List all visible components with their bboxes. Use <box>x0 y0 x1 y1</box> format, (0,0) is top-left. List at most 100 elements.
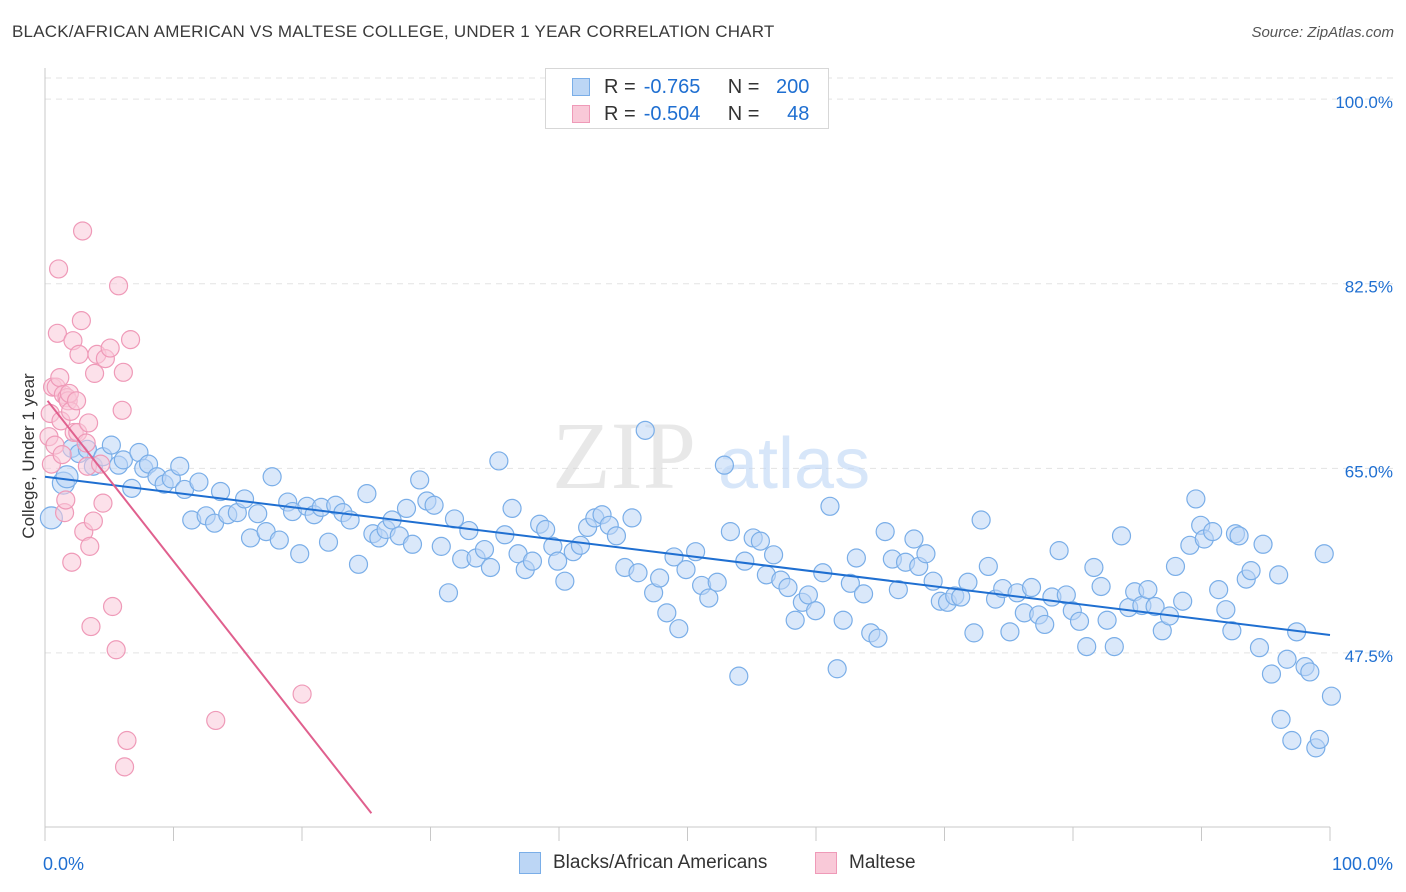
point-blacks <box>1249 638 1270 658</box>
series-label-maltese: Maltese <box>849 852 916 873</box>
legend-n-value: 48 <box>787 102 810 125</box>
point-maltese <box>100 338 120 358</box>
point-blacks <box>396 498 417 519</box>
point-blacks <box>676 559 696 580</box>
point-maltese <box>48 259 69 279</box>
point-blacks <box>827 659 847 679</box>
point-maltese <box>80 536 100 556</box>
legend-r-value: -0.765 <box>643 75 701 98</box>
point-blacks <box>234 489 255 509</box>
point-blacks <box>522 551 543 571</box>
point-maltese <box>52 445 72 465</box>
point-maltese <box>62 552 82 572</box>
point-blacks <box>1173 591 1193 611</box>
point-maltese <box>113 362 133 382</box>
point-maltese <box>47 323 67 343</box>
series-swatch-pink <box>815 852 837 874</box>
point-maltese <box>102 596 123 617</box>
point-blacks <box>964 623 984 643</box>
point-blacks <box>248 504 268 524</box>
point-blacks <box>189 472 209 492</box>
point-blacks <box>113 450 133 470</box>
point-blacks <box>714 455 735 475</box>
point-blacks <box>170 456 190 476</box>
point-blacks <box>778 577 798 598</box>
y-tick-label: 65.0% <box>1345 462 1393 481</box>
watermark-zip: ZIP <box>552 402 696 509</box>
y-tick-label: 100.0% <box>1335 93 1393 112</box>
point-blacks <box>1253 534 1273 554</box>
point-maltese <box>69 344 89 364</box>
point-blacks <box>1021 577 1042 598</box>
point-blacks <box>820 496 840 516</box>
series-swatch-blue <box>519 852 541 874</box>
correlation-legend: R = -0.765 N = 200 R = -0.504 N = 48 <box>545 68 829 129</box>
point-blacks <box>1000 622 1020 642</box>
point-blacks <box>348 554 369 574</box>
point-blacks <box>438 583 459 603</box>
point-blacks <box>978 556 998 577</box>
point-blacks <box>536 519 556 540</box>
y-tick-label: 82.5% <box>1345 278 1393 297</box>
point-blacks <box>262 467 282 487</box>
point-maltese <box>66 391 87 411</box>
legend-row-blacks: R = -0.765 N = 200 <box>572 75 809 99</box>
point-maltese <box>76 433 96 453</box>
point-blacks <box>664 547 684 567</box>
point-blacks <box>888 580 908 600</box>
point-blacks <box>916 544 936 564</box>
point-blacks <box>1282 730 1302 751</box>
point-blacks <box>555 571 575 591</box>
point-blacks <box>548 551 568 571</box>
point-maltese <box>112 400 132 420</box>
watermark-atlas: atlas <box>718 424 870 504</box>
point-blacks <box>1138 580 1158 600</box>
point-blacks <box>1314 544 1334 564</box>
point-blacks <box>1035 614 1055 635</box>
point-blacks <box>101 435 121 455</box>
point-blacks <box>1069 611 1090 631</box>
point-blacks <box>1277 649 1297 669</box>
point-maltese <box>78 413 99 433</box>
point-blacks <box>1269 565 1289 585</box>
point-blacks <box>210 481 231 502</box>
point-maltese <box>50 368 70 388</box>
point-blacks <box>657 603 677 623</box>
y-tick-label: 47.5% <box>1345 647 1393 666</box>
series-legend-blacks[interactable]: Blacks/African Americans <box>519 852 767 874</box>
point-blacks <box>1091 576 1111 597</box>
point-blacks <box>318 532 339 552</box>
point-blacks <box>1186 489 1206 509</box>
point-blacks <box>1104 637 1124 657</box>
axis-layer: 47.5% 65.0% 82.5% 100.0% 0.0% 100.0% <box>43 68 1393 874</box>
point-blacks <box>269 530 289 550</box>
point-maltese <box>120 330 141 350</box>
point-blacks <box>669 619 689 639</box>
point-blacks <box>1077 637 1097 657</box>
series-label-blacks: Blacks/African Americans <box>553 852 768 873</box>
point-blacks <box>489 451 509 471</box>
legend-r-label: R = <box>604 102 636 125</box>
point-blacks <box>444 509 465 529</box>
point-blacks <box>1203 522 1223 542</box>
legend-n-label: N = <box>727 75 760 98</box>
point-blacks <box>474 539 495 560</box>
point-maltese <box>106 640 126 660</box>
point-blacks <box>502 498 522 519</box>
point-blacks <box>798 585 818 605</box>
point-blacks <box>805 601 826 621</box>
trend-layer <box>44 400 1331 814</box>
legend-swatch-pink <box>572 105 590 123</box>
grid-layer <box>45 77 1393 654</box>
point-blacks <box>1216 600 1236 620</box>
point-blacks <box>1241 561 1261 581</box>
point-blacks <box>763 545 784 565</box>
point-blacks <box>290 544 310 564</box>
legend-r-value: -0.504 <box>643 102 701 125</box>
point-blacks <box>1222 621 1242 641</box>
point-blacks <box>431 536 451 556</box>
series-legend-maltese[interactable]: Maltese <box>815 852 916 874</box>
point-maltese <box>71 311 91 331</box>
point-blacks <box>1097 610 1117 630</box>
